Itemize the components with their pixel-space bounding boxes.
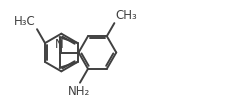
Text: NH₂: NH₂ <box>68 85 90 98</box>
Text: N: N <box>55 38 64 51</box>
Text: CH₃: CH₃ <box>115 9 137 22</box>
Text: H₃C: H₃C <box>14 15 36 28</box>
